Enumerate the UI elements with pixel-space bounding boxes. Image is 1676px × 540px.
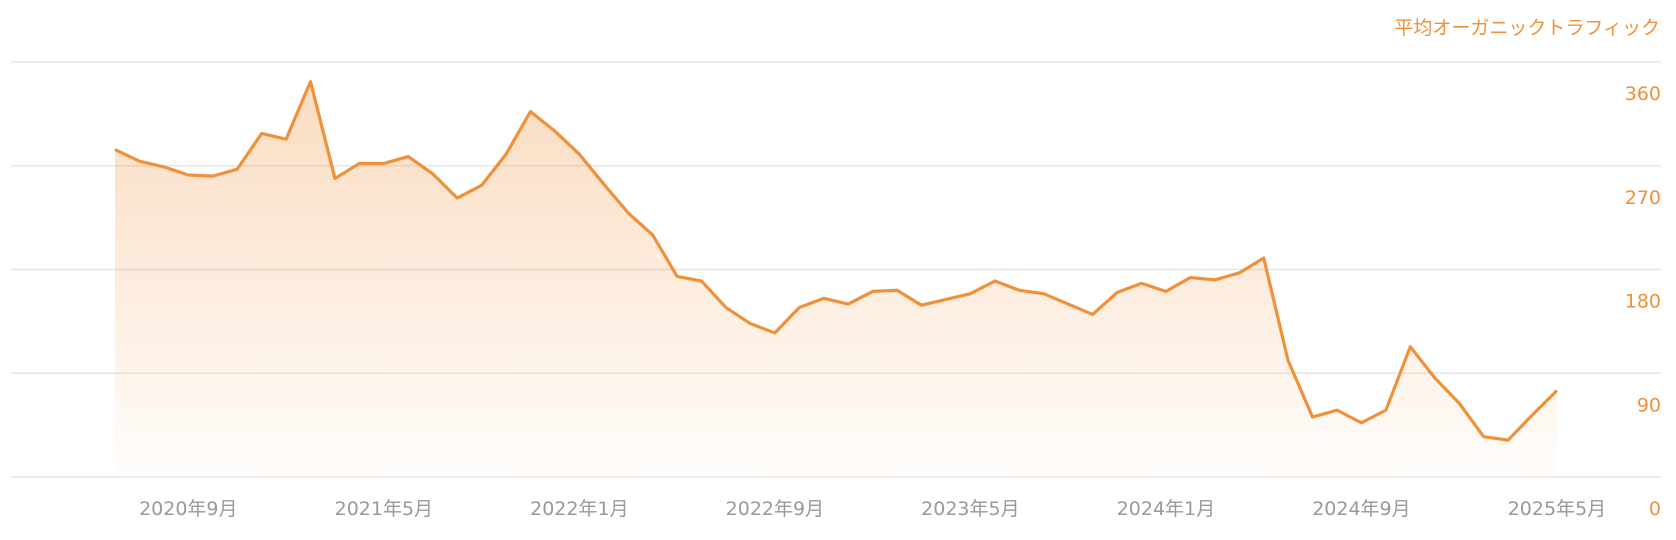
x-tick-label: 2022年1月	[530, 498, 628, 520]
x-tick-label: 2021年5月	[335, 498, 433, 520]
x-tick-label: 2023年5月	[921, 498, 1019, 520]
line	[114, 79, 1559, 442]
x-tick-label: 2024年1月	[1117, 498, 1215, 520]
y-tick-label: 90	[1637, 394, 1661, 416]
x-tick-label: 2024年9月	[1312, 498, 1410, 520]
axis-title: 平均オーガニックトラフィック	[1394, 17, 1660, 39]
x-tick-label: 2022年9月	[726, 498, 824, 520]
x-tick-label: 2020年9月	[139, 498, 237, 520]
x-tick-label: 2025年5月	[1508, 498, 1606, 520]
y-tick-label: 360	[1625, 83, 1661, 105]
y-tick-label: 0	[1649, 498, 1661, 520]
y-tick-label: 180	[1625, 291, 1661, 313]
area-fill	[115, 81, 1557, 477]
y-tick-label: 270	[1625, 187, 1661, 209]
